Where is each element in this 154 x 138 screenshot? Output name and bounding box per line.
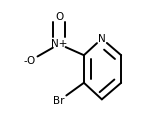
Text: O: O	[55, 12, 63, 22]
Text: -O: -O	[24, 56, 36, 66]
Text: Br: Br	[53, 96, 65, 106]
Text: N+: N+	[51, 39, 67, 49]
Text: N: N	[98, 34, 106, 44]
